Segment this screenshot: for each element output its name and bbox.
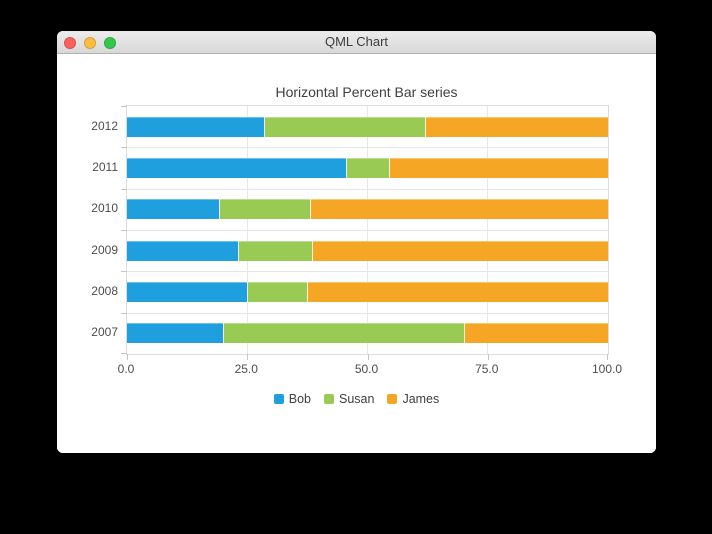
- zoom-button[interactable]: [104, 36, 116, 49]
- gridline-horizontal: [127, 188, 608, 190]
- y-axis-tick: [121, 106, 127, 107]
- y-axis-tick: [121, 147, 127, 148]
- window-titlebar[interactable]: QML Chart: [57, 31, 656, 54]
- x-axis-tick: [607, 354, 608, 360]
- legend-item-james: James: [387, 392, 439, 406]
- legend-item-susan: Susan: [323, 392, 375, 406]
- bar-segment-susan-2007: [223, 323, 464, 344]
- y-axis-label-2007: 2007: [91, 325, 118, 340]
- bar-segment-bob-2012: [127, 116, 265, 137]
- bar-segment-bob-2008: [127, 282, 248, 302]
- x-axis-tick: [487, 354, 489, 360]
- legend-marker-bob: [273, 394, 284, 404]
- legend-label-susan: Susan: [338, 392, 375, 406]
- bar-row-2011: [127, 158, 608, 178]
- close-button[interactable]: [64, 36, 76, 49]
- y-axis-label-2012: 2012: [91, 118, 118, 133]
- gridline-horizontal: [127, 146, 608, 148]
- y-axis-tick: [121, 230, 127, 231]
- x-axis-label-50.0: 50.0: [354, 362, 379, 376]
- bar-segment-susan-2011: [345, 158, 390, 178]
- x-axis-label-25.0: 25.0: [234, 362, 258, 376]
- x-axis-label-0.0: 0.0: [117, 362, 135, 376]
- chart-title: Horizontal Percent Bar series: [275, 84, 458, 100]
- legend-marker-susan: [323, 394, 334, 404]
- gridline-horizontal: [127, 312, 608, 314]
- y-axis-label-2011: 2011: [92, 160, 118, 174]
- bar-segment-bob-2007: [127, 323, 224, 344]
- bar-segment-james-2008: [307, 282, 608, 302]
- y-axis-tick: [121, 313, 127, 314]
- bar-segment-bob-2011: [127, 158, 346, 178]
- bar-segment-james-2009: [312, 240, 608, 261]
- qml-chart-window: QML Chart Horizontal Percent Bar series …: [57, 31, 656, 453]
- legend-marker-james: [387, 394, 398, 404]
- y-axis-label-2010: 2010: [91, 201, 118, 216]
- bar-segment-susan-2010: [218, 199, 311, 220]
- bar-segment-susan-2012: [264, 116, 425, 137]
- bar-segment-james-2012: [424, 116, 608, 137]
- chart-area: Horizontal Percent Bar series 2012 2011 20…: [57, 54, 656, 453]
- bar-segment-james-2010: [310, 199, 608, 220]
- bar-segment-bob-2009: [127, 240, 238, 261]
- bar-row-2012: [127, 116, 608, 137]
- gridline-horizontal: [127, 229, 608, 231]
- traffic-light-buttons: [64, 36, 116, 49]
- legend-label-james: James: [402, 392, 440, 406]
- y-axis-tick: [121, 353, 127, 354]
- y-axis-label-2009: 2009: [91, 242, 118, 257]
- legend-item-bob: Bob: [273, 392, 311, 406]
- minimize-button[interactable]: [84, 36, 96, 49]
- bar-segment-james-2011: [389, 158, 608, 178]
- x-axis-tick: [127, 354, 128, 360]
- gridline-horizontal: [127, 270, 608, 272]
- bar-row-2007: [127, 323, 608, 344]
- x-axis-tick: [247, 354, 249, 360]
- bar-segment-susan-2008: [247, 282, 308, 302]
- x-axis-label-75.0: 75.0: [475, 362, 499, 376]
- bar-row-2010: [127, 199, 608, 220]
- bar-row-2009: [127, 240, 608, 261]
- chart-legend: Bob Susan James: [57, 392, 656, 406]
- y-axis-label-2008: 2008: [91, 284, 118, 298]
- bar-segment-james-2007: [463, 323, 608, 344]
- y-axis-tick: [121, 271, 127, 272]
- x-axis-tick: [367, 354, 369, 360]
- plot-area: [121, 105, 609, 360]
- legend-label-bob: Bob: [288, 392, 311, 406]
- y-axis-tick: [121, 189, 127, 190]
- bar-segment-bob-2010: [127, 199, 219, 220]
- bar-row-2008: [127, 282, 608, 302]
- bar-segment-susan-2009: [238, 240, 312, 261]
- x-axis-label-100.0: 100.0: [591, 362, 623, 376]
- window-title: QML Chart: [324, 34, 389, 49]
